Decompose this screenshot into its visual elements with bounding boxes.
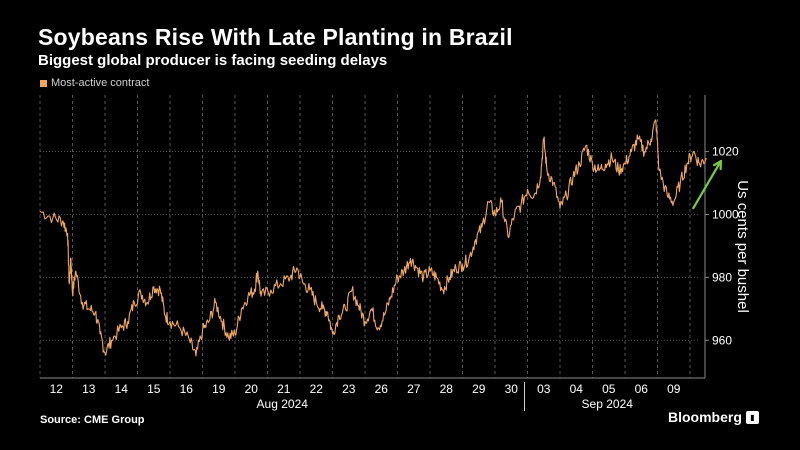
x-tick-label: 14 xyxy=(115,382,129,396)
x-tick-label: 27 xyxy=(407,382,421,396)
source-note: Source: CME Group xyxy=(40,414,145,426)
x-tick-label: 16 xyxy=(180,382,194,396)
legend-label: Most-active contract xyxy=(51,77,150,89)
legend-swatch xyxy=(40,79,47,87)
x-tick-label: 09 xyxy=(667,382,681,396)
x-tick-label: 06 xyxy=(635,382,649,396)
chart-subtitle: Biggest global producer is facing seedin… xyxy=(38,52,388,69)
axis-layer: 960 980 1000 1020 Us cents per bushel 12 13 14 1… xyxy=(40,95,751,411)
bloomberg-logo: Bloomberg ▮ xyxy=(668,409,759,425)
period-label: Aug 2024 xyxy=(257,397,309,411)
chart-legend: Most-active contract xyxy=(40,77,149,89)
y-tick-label: 1000 xyxy=(712,207,739,221)
annotation-layer xyxy=(692,159,722,210)
x-tick-label: 12 xyxy=(50,382,64,396)
chart-title: Soybeans Rise With Late Planting in Braz… xyxy=(38,24,513,50)
x-tick-label: 03 xyxy=(537,382,551,396)
x-tick-label: 04 xyxy=(570,382,584,396)
y-tick-label: 960 xyxy=(712,333,732,347)
period-label: Sep 2024 xyxy=(582,397,634,411)
x-tick-label: 15 xyxy=(147,382,161,396)
series-line-most-active-contract xyxy=(39,119,707,357)
y-axis-title: Us cents per bushel xyxy=(734,180,751,313)
x-tick-label: 19 xyxy=(212,382,226,396)
series-layer xyxy=(39,119,707,357)
trend-arrow-head xyxy=(712,159,722,171)
x-tick-label: 21 xyxy=(277,382,291,396)
x-tick-label: 05 xyxy=(602,382,616,396)
grid-layer xyxy=(39,95,700,378)
x-tick-label: 30 xyxy=(505,382,519,396)
x-tick-label: 22 xyxy=(310,382,324,396)
logo-icon: ▮ xyxy=(745,410,759,424)
x-tick-label: 29 xyxy=(472,382,486,396)
logo-text: Bloomberg xyxy=(668,409,742,425)
y-tick-label: 980 xyxy=(712,270,732,284)
x-tick-label: 20 xyxy=(245,382,259,396)
x-tick-label: 28 xyxy=(440,382,454,396)
x-tick-label: 23 xyxy=(342,382,356,396)
trend-arrow-shaft xyxy=(692,159,722,210)
x-tick-label: 26 xyxy=(375,382,389,396)
y-tick-label: 1020 xyxy=(712,145,739,159)
x-tick-label: 13 xyxy=(82,382,96,396)
